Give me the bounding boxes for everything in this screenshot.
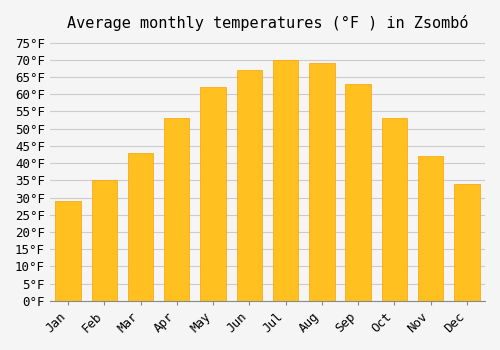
Bar xyxy=(92,180,117,301)
Bar xyxy=(273,60,298,301)
Bar xyxy=(200,88,226,301)
Title: Average monthly temperatures (°F ) in Zsombó: Average monthly temperatures (°F ) in Zs… xyxy=(66,15,468,31)
Bar xyxy=(418,156,444,301)
Bar xyxy=(128,153,153,301)
Bar xyxy=(382,118,407,301)
Bar xyxy=(164,118,190,301)
Bar xyxy=(346,84,371,301)
Bar xyxy=(454,184,479,301)
Bar xyxy=(56,201,80,301)
Bar xyxy=(309,63,334,301)
Bar xyxy=(236,70,262,301)
